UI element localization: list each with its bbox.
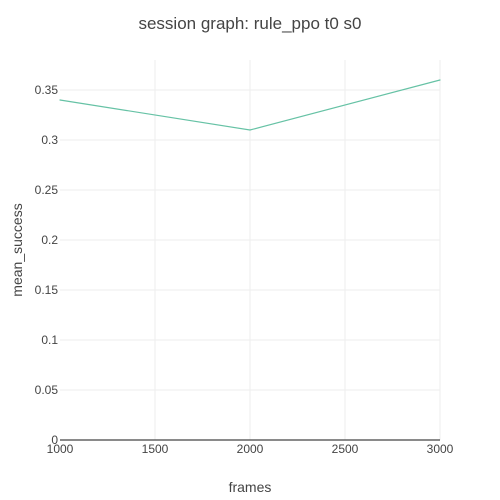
x-axis-label: frames [229,479,272,495]
data-point [59,99,61,101]
chart-title: session graph: rule_ppo t0 s0 [138,14,361,33]
x-tick-label: 3000 [427,442,454,456]
grid [60,60,441,440]
y-tick-label: 0.05 [35,383,59,397]
x-tick-label: 2000 [237,442,264,456]
series-layer [59,79,441,131]
x-tick-label: 2500 [332,442,359,456]
y-tick-label: 0.25 [35,183,59,197]
data-point [249,129,251,131]
x-tick-label: 1500 [142,442,169,456]
y-tick-label: 0.2 [41,233,58,247]
y-tick-labels: 0 0.05 0.1 0.15 0.2 0.25 0.3 0.35 [35,83,59,447]
y-tick-label: 0.3 [41,133,58,147]
data-point [439,79,441,81]
y-tick-label: 0.15 [35,283,59,297]
y-axis-label: mean_success [9,203,25,296]
y-tick-label: 0.35 [35,83,59,97]
y-tick-label: 0.1 [41,333,58,347]
x-tick-label: 1000 [47,442,74,456]
x-tick-labels: 1000 1500 2000 2500 3000 [47,442,454,456]
y-tick-label: 0 [51,433,58,447]
